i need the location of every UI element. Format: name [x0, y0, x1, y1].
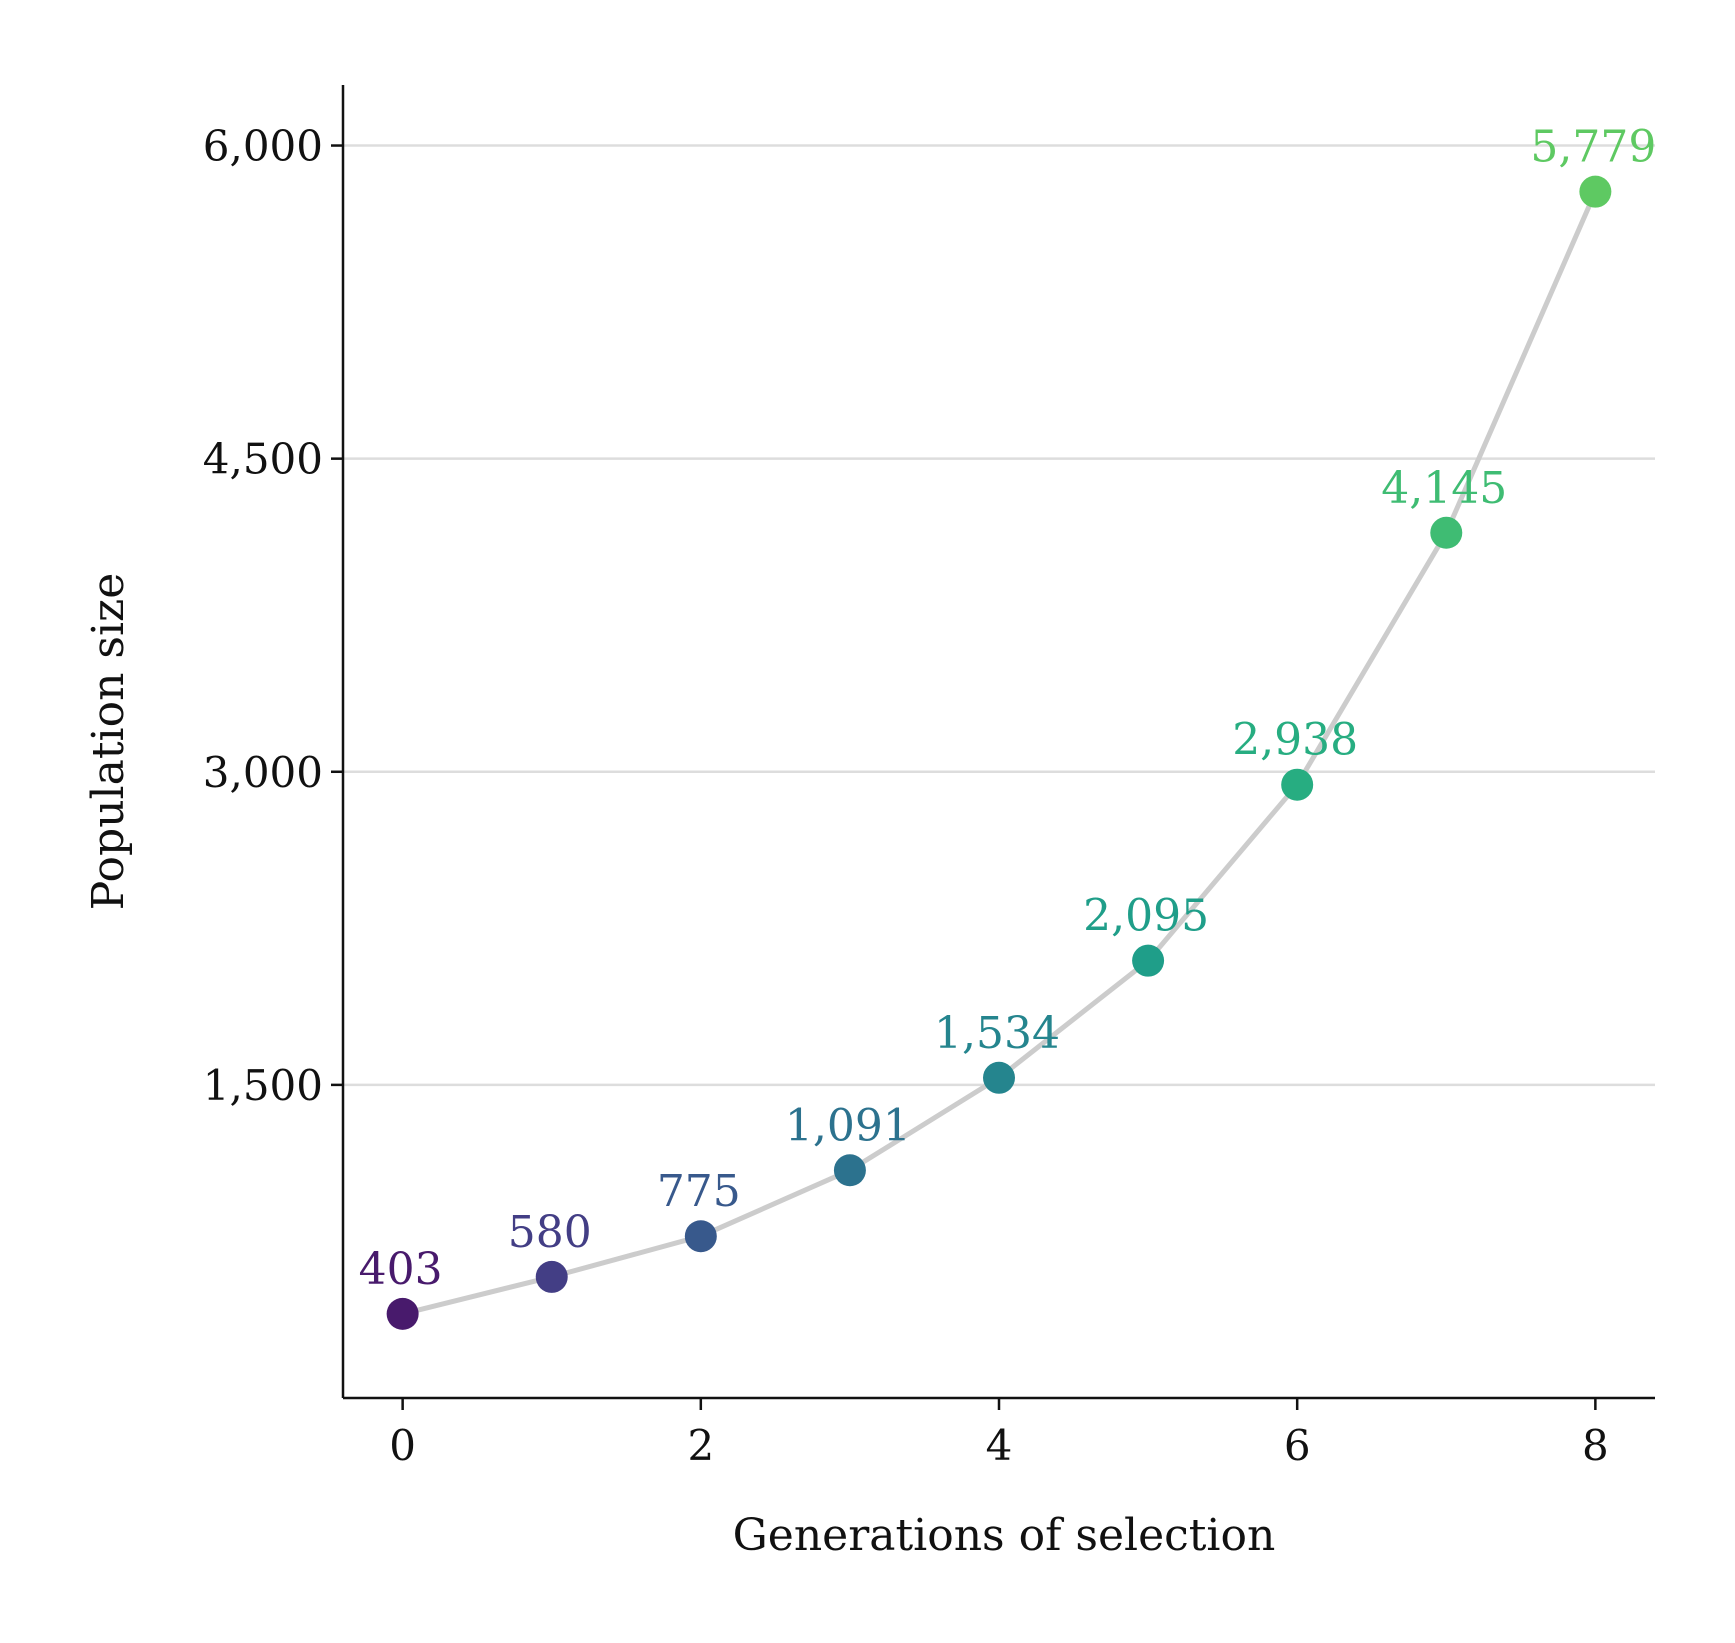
data-label: 1,091: [785, 1100, 911, 1151]
grid-lines: [343, 144, 1655, 1087]
data-point: [386, 1297, 419, 1330]
x-tick-label: 4: [986, 1421, 1013, 1470]
y-ticks: 1,500 3,000 4,500 6,000: [203, 122, 343, 1110]
data-label: 403: [359, 1244, 443, 1295]
y-tick-label: 1,500: [203, 1061, 323, 1110]
data-label: 775: [657, 1166, 741, 1217]
x-tick-label: 0: [389, 1421, 416, 1470]
series-line: [400, 189, 1598, 1317]
data-label: 580: [508, 1207, 592, 1258]
data-point: [1579, 175, 1612, 208]
data-point: [983, 1061, 1015, 1094]
x-tick-label: 6: [1284, 1421, 1311, 1470]
data-point: [1132, 944, 1165, 977]
data-point: [833, 1154, 866, 1187]
x-tick-label: 2: [687, 1421, 714, 1470]
y-tick-label: 4,500: [203, 435, 323, 484]
data-label: 5,779: [1530, 122, 1656, 173]
x-axis-title: Generations of selection: [733, 1510, 1276, 1561]
data-point: [1430, 516, 1463, 549]
y-tick-label: 3,000: [203, 748, 323, 797]
y-axis-title: Population size: [83, 573, 134, 911]
data-label: 1,534: [934, 1008, 1060, 1059]
data-labels: 403 580 775 1,091 1,534 2,095 2,938 4,145 5,779: [359, 122, 1657, 1295]
x-tick-label: 8: [1582, 1421, 1609, 1470]
x-ticks: 0 2 4 6 8: [389, 1398, 1609, 1470]
axes: [341, 85, 1655, 1400]
data-point: [1281, 768, 1314, 801]
data-point: [535, 1260, 568, 1293]
series-population: [386, 175, 1612, 1330]
data-label: 2,095: [1083, 891, 1209, 942]
data-point: [684, 1220, 717, 1253]
y-tick-label: 6,000: [203, 122, 323, 171]
data-label: 2,938: [1232, 715, 1358, 766]
data-label: 4,145: [1381, 463, 1507, 514]
